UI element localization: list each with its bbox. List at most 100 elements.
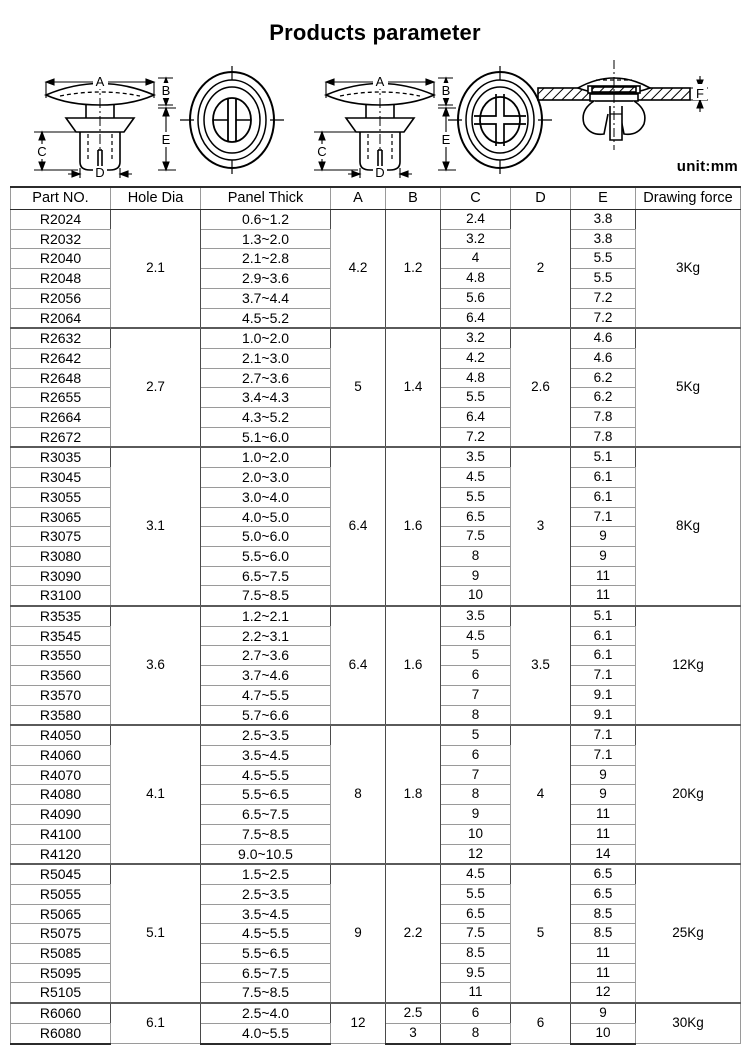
cell-panel-thick: 9.0~10.5: [200, 843, 331, 865]
cell-e: 7.8: [570, 426, 636, 448]
cell-part-no: R3550: [10, 645, 111, 667]
cell-a: 12: [330, 1002, 386, 1045]
cell-e: 9: [570, 784, 636, 806]
cell-c: 5.5: [440, 883, 511, 905]
cell-part-no: R2664: [10, 407, 111, 428]
cell-c: 5.5: [440, 387, 511, 409]
table-row: R3545 2.2~3.1 4.5 6.1: [10, 625, 741, 647]
cross-head-side-view-drawing: A B E C D: [288, 50, 473, 178]
table-row: R3550 2.7~3.6 5 6.1: [10, 645, 741, 667]
dim-label-E: E: [442, 132, 451, 147]
cell-panel-thick: 1.5~2.5: [200, 863, 331, 885]
cell-e: 4.6: [570, 347, 636, 369]
cell-part-no: R2032: [10, 228, 111, 250]
table-row: R2032 1.3~2.0 3.2 3.8: [10, 228, 741, 250]
cell-c: 6.5: [440, 903, 511, 925]
cell-part-no: R3055: [10, 486, 111, 508]
cell-panel-thick: 2.2~3.1: [200, 625, 331, 647]
col-header-e: E: [570, 186, 636, 210]
cell-c: 7: [440, 684, 511, 706]
cell-part-no: R5065: [10, 903, 111, 925]
cell-panel-thick: 3.5~4.5: [200, 903, 331, 925]
cell-d: 2.6: [510, 327, 571, 448]
cell-c: 3.2: [440, 228, 511, 250]
cell-c: 5: [440, 724, 511, 746]
cell-b: 1.4: [385, 327, 441, 448]
cell-part-no: R3545: [10, 625, 111, 647]
cell-panel-thick: 2.1~2.8: [200, 248, 331, 270]
cell-part-no: R5045: [10, 863, 111, 885]
dim-label-C: C: [317, 144, 326, 159]
cell-c: 8: [440, 704, 511, 726]
cell-c: 7: [440, 764, 511, 786]
table-row: R4080 5.5~6.5 8 9: [10, 784, 741, 806]
cell-e: 12: [570, 982, 636, 1004]
cell-panel-thick: 3.7~4.4: [200, 287, 331, 309]
cell-c: 4.2: [440, 347, 511, 369]
table-row: R3080 5.5~6.0 8 9: [10, 545, 741, 567]
col-header-drawing-force: Drawing force: [635, 186, 741, 210]
cell-e: 9: [570, 764, 636, 786]
cell-a: 6.4: [330, 605, 386, 726]
cell-c: 4.5: [440, 625, 511, 647]
cell-panel-thick: 1.0~2.0: [200, 446, 331, 469]
col-header-c: C: [440, 186, 511, 210]
cell-panel-thick: 5.5~6.5: [200, 943, 331, 964]
unit-label: unit:mm: [676, 158, 738, 175]
cell-c: 5.5: [440, 486, 511, 508]
table-row: R2048 2.9~3.6 4.8 5.5: [10, 268, 741, 289]
cell-drawing-force: 20Kg: [635, 724, 741, 865]
cell-c: 7.5: [440, 526, 511, 547]
cell-panel-thick: 3.7~4.6: [200, 665, 331, 686]
cell-e: 10: [570, 1022, 636, 1045]
cell-panel-thick: 5.1~6.0: [200, 426, 331, 448]
cell-e: 9: [570, 526, 636, 547]
cell-part-no: R3570: [10, 684, 111, 706]
cell-e: 7.2: [570, 287, 636, 309]
products-parameter-table: Part NO. Hole Dia Panel Thick A B C D E …: [10, 186, 741, 1045]
cell-drawing-force: 8Kg: [635, 446, 741, 607]
table-row: R4060 3.5~4.5 6 7.1: [10, 744, 741, 766]
cell-e: 6.5: [570, 883, 636, 905]
cell-panel-thick: 2.5~4.0: [200, 1002, 331, 1024]
cell-c: 3.2: [440, 327, 511, 349]
table-row: R3090 6.5~7.5 9 11: [10, 565, 741, 587]
cell-panel-thick: 2.5~3.5: [200, 724, 331, 746]
table-row: R3535 3.6 1.2~2.1 6.4 1.6 3.5 3.5 5.1 12Kg: [10, 605, 741, 726]
cell-panel-thick: 4.3~5.2: [200, 407, 331, 428]
cell-c: 9: [440, 804, 511, 825]
cell-e: 5.1: [570, 446, 636, 469]
cell-d: 2: [510, 209, 571, 329]
dim-label-B: B: [162, 83, 171, 98]
cell-e: 6.1: [570, 645, 636, 667]
cell-drawing-force: 5Kg: [635, 327, 741, 448]
dim-label-D: D: [375, 165, 384, 178]
cell-c: 8: [440, 784, 511, 806]
cell-c: 8.5: [440, 943, 511, 964]
technical-drawings-strip: A B E C D: [0, 50, 750, 178]
col-header-a: A: [330, 186, 386, 210]
cell-part-no: R3075: [10, 526, 111, 547]
cell-part-no: R2024: [10, 209, 111, 230]
cell-hole-dia: 3.1: [110, 446, 201, 607]
cell-b: 1.2: [385, 209, 441, 329]
cell-e: 11: [570, 565, 636, 587]
col-header-panel-thick: Panel Thick: [200, 186, 331, 210]
cell-b: 3: [385, 1022, 441, 1045]
cell-panel-thick: 1.2~2.1: [200, 605, 331, 627]
slotted-head-top-view-drawing: [172, 50, 292, 178]
col-header-b: B: [385, 186, 441, 210]
cell-part-no: R4080: [10, 784, 111, 806]
cell-c: 6: [440, 744, 511, 766]
cell-part-no: R3560: [10, 665, 111, 686]
cross-head-top-view-drawing: [440, 50, 560, 178]
cell-panel-thick: 2.0~3.0: [200, 467, 331, 488]
slotted-head-side-view-drawing: A B E C D: [8, 50, 193, 178]
cell-part-no: R3580: [10, 704, 111, 726]
dim-label-C: C: [37, 144, 46, 159]
cell-e: 5.1: [570, 605, 636, 627]
table-row: R3045 2.0~3.0 4.5 6.1: [10, 467, 741, 488]
cell-part-no: R2648: [10, 367, 111, 389]
cell-e: 4.6: [570, 327, 636, 349]
cell-a: 6.4: [330, 446, 386, 607]
